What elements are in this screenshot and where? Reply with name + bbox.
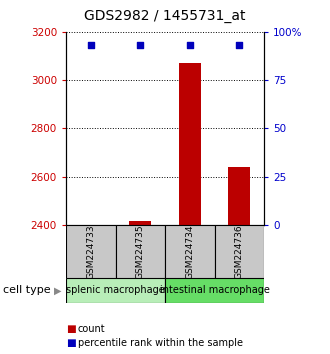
Text: GSM224735: GSM224735	[136, 224, 145, 279]
Text: cell type: cell type	[3, 285, 51, 295]
Text: intestinal macrophage: intestinal macrophage	[160, 285, 269, 295]
Point	[187, 42, 192, 48]
Bar	[66, 225, 115, 278]
Text: ■: ■	[66, 324, 76, 333]
Text: GSM224733: GSM224733	[86, 224, 95, 279]
Text: GSM224736: GSM224736	[235, 224, 244, 279]
Point	[237, 42, 242, 48]
Text: count: count	[78, 324, 105, 333]
Bar	[165, 225, 214, 278]
Bar	[228, 167, 250, 225]
Text: GSM224734: GSM224734	[185, 224, 194, 279]
Text: ▶: ▶	[54, 285, 61, 295]
Text: percentile rank within the sample: percentile rank within the sample	[78, 338, 243, 348]
Bar	[66, 278, 165, 303]
Bar	[129, 221, 151, 225]
Bar	[115, 225, 165, 278]
Text: GDS2982 / 1455731_at: GDS2982 / 1455731_at	[84, 9, 246, 23]
Point	[88, 42, 93, 48]
Bar	[179, 63, 201, 225]
Text: ■: ■	[66, 338, 76, 348]
Point	[138, 42, 143, 48]
Text: splenic macrophage: splenic macrophage	[66, 285, 165, 295]
Bar	[165, 278, 264, 303]
Bar	[214, 225, 264, 278]
